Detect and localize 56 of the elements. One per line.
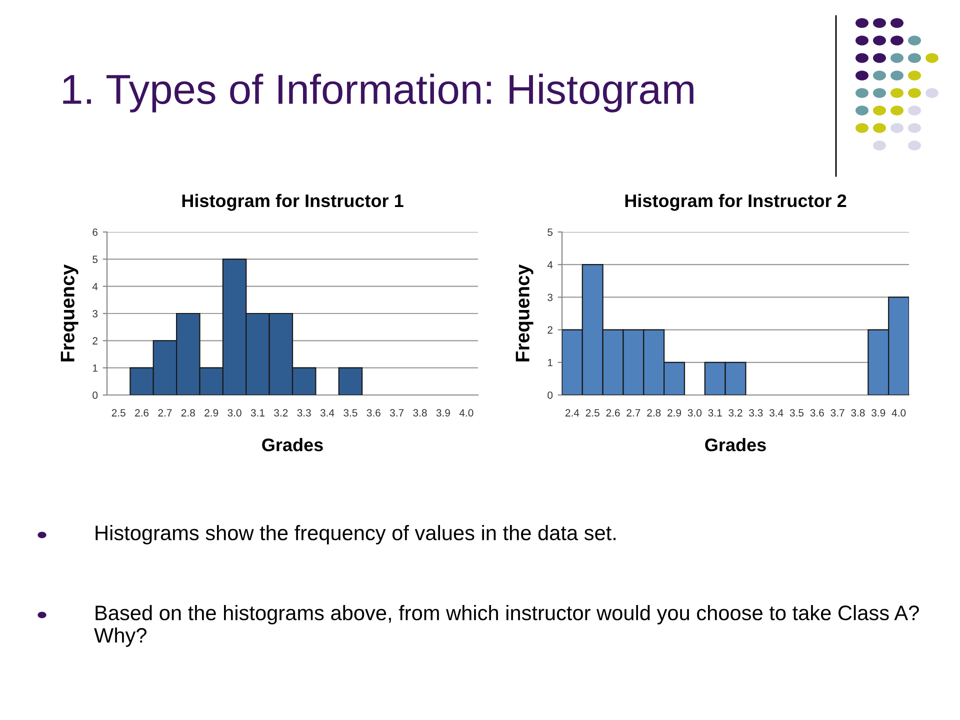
x-tick-label: 2.8 [181, 409, 195, 417]
y-tick-label: 6 [92, 228, 98, 236]
x-tick-label: 4.0 [892, 409, 906, 417]
x-tick-label: 4.0 [459, 409, 474, 417]
x-tick-label: 3.8 [851, 409, 865, 417]
x-tick-label: 3.1 [708, 409, 722, 417]
y-axis-title: Frequency [516, 264, 534, 362]
x-tick-label: 3.7 [390, 409, 404, 417]
x-tick-label: 3.0 [228, 409, 242, 417]
y-tick-label: 4 [547, 261, 553, 268]
x-tick-label: 2.5 [586, 409, 600, 417]
x-tick-label: 3.9 [872, 409, 886, 417]
y-tick-label: 1 [548, 359, 552, 366]
y-tick-label: 3 [92, 310, 98, 318]
text: Based on the histograms above, from which instructor would you choose to take Class A? Why? [94, 605, 919, 647]
y-tick-label: 0 [92, 392, 98, 399]
y-axis-title: Frequency [60, 264, 78, 362]
x-axis-title: Grades [705, 438, 766, 452]
bar [338, 367, 363, 395]
x-tick-label: 2.7 [158, 409, 172, 416]
x-tick-label: 3.1 [250, 409, 264, 417]
chart-title: Histogram for Instructor 1 [182, 194, 404, 211]
chart-title: Histogram for Instructor 2 [625, 194, 846, 211]
x-tick-label: 3.6 [810, 409, 824, 417]
y-tick-label: 2 [548, 326, 552, 334]
x-tick-label: 2.9 [204, 409, 218, 417]
x-tick-label: 2.7 [626, 409, 640, 416]
y-tick-label: 0 [548, 392, 553, 399]
x-tick-label: 3.4 [320, 409, 334, 417]
text: 1. Types of Information: Histogram [63, 74, 694, 112]
x-tick-label: 2.4 [565, 409, 580, 416]
y-tick-label: 5 [548, 228, 553, 236]
x-tick-label: 3.0 [688, 409, 702, 417]
x-tick-label: 3.6 [366, 409, 380, 417]
y-tick-label: 2 [92, 337, 98, 344]
x-tick-label: 3.3 [297, 409, 311, 417]
x-tick-label: 3.4 [769, 409, 784, 417]
x-tick-label: 2.5 [112, 409, 126, 417]
y-tick-label: 5 [92, 256, 98, 264]
x-tick-label: 3.5 [344, 409, 358, 417]
y-tick-label: 3 [548, 294, 553, 302]
x-tick-label: 3.7 [830, 409, 844, 417]
x-tick-label: 2.9 [668, 409, 682, 417]
x-tick-label: 3.5 [790, 409, 804, 417]
x-tick-label: 3.2 [728, 409, 742, 417]
x-tick-label: 3.8 [413, 409, 427, 417]
x-axis-title: Grades [262, 438, 323, 452]
x-tick-label: 2.6 [135, 409, 149, 417]
x-tick-label: 3.2 [274, 409, 288, 417]
x-tick-label: 3.3 [749, 409, 763, 417]
y-tick-label: 1 [92, 364, 98, 372]
x-tick-label: 2.8 [647, 409, 661, 417]
text: Histograms show the frequency of values in the data set. [96, 525, 616, 544]
x-tick-label: 3.9 [436, 409, 450, 417]
y-tick-label: 4 [92, 282, 98, 290]
x-tick-label: 2.6 [606, 409, 620, 417]
